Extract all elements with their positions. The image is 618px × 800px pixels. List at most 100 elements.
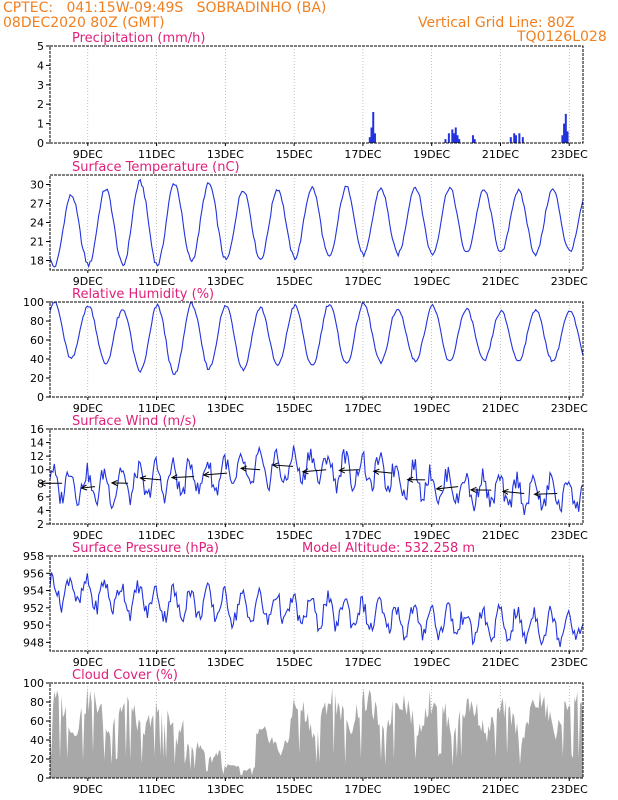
y-tick-label: 952 <box>23 602 44 615</box>
precip-bar <box>563 123 566 143</box>
x-tick-label: 17DEC <box>344 148 381 161</box>
wind-arrow-head <box>372 468 380 475</box>
precip-bar <box>566 131 569 143</box>
y-tick-label: 30 <box>30 179 44 192</box>
x-tick-label: 15DEC <box>276 783 313 796</box>
x-tick-label: 13DEC <box>207 656 244 669</box>
precip-bar <box>370 127 373 143</box>
wind-arrow <box>502 490 525 494</box>
y-tick-label: 60 <box>30 715 44 728</box>
y-tick-label: 0 <box>37 137 44 150</box>
wind-arrow-head <box>406 476 414 483</box>
y-tick-label: 18 <box>30 255 44 268</box>
panel-rh: Relative Humidity (%) 0 20 40 60 80 100 9DEC 11D… <box>23 287 588 415</box>
header-model-id: TQ0126L028 <box>517 29 607 45</box>
y-tick-label: 60 <box>30 334 44 347</box>
model-altitude-label: Model Altitude: 532.258 m <box>302 541 475 556</box>
precip-bar <box>447 133 450 143</box>
wind-arrow <box>81 486 96 489</box>
panel-title: Surface Temperature (nC) <box>72 160 240 175</box>
x-tick-label: 9DEC <box>73 148 103 161</box>
wind-arrow-head <box>435 485 443 492</box>
precip-bar <box>451 129 454 143</box>
x-tick-label: 19DEC <box>413 529 450 542</box>
y-tick-label: 948 <box>23 636 44 649</box>
precip-bar <box>372 111 375 143</box>
y-tick-label: 8 <box>37 477 44 490</box>
precip-bar <box>509 137 512 143</box>
y-tick-label: 20 <box>30 753 44 766</box>
precip-bar <box>368 137 371 143</box>
y-tick-label: 0 <box>37 391 44 404</box>
panel-title: Precipitation (mm/h) <box>72 31 205 46</box>
header-grid-line: Vertical Grid Line: 80Z <box>418 15 575 31</box>
precip-bar <box>444 139 447 143</box>
x-tick-label: 17DEC <box>344 402 381 415</box>
precip-bar <box>514 135 517 143</box>
panel-frame <box>49 45 584 144</box>
header-date: 08DEC2020 80Z (GMT) <box>3 15 165 31</box>
panel-pres: Surface Pressure (hPa) Model Altitude: 53… <box>23 541 588 669</box>
wind-arrow <box>241 467 261 471</box>
precip-bar <box>564 113 567 143</box>
wind-arrow-head <box>469 486 477 493</box>
x-tick-label: 9DEC <box>73 402 103 415</box>
x-tick-label: 9DEC <box>73 656 103 669</box>
x-tick-label: 23DEC <box>551 402 588 415</box>
y-tick-label: 40 <box>30 353 44 366</box>
panel-temp: Surface Temperature (nC) 18 21 24 27 30 9DEC 11… <box>30 160 588 288</box>
y-tick-label: 3 <box>37 79 44 92</box>
y-tick-label: 4 <box>37 59 44 72</box>
y-tick-label: 954 <box>23 585 44 598</box>
wind-arrow-head <box>239 465 247 472</box>
x-tick-label: 21DEC <box>482 783 519 796</box>
x-tick-label: 11DEC <box>138 275 175 288</box>
x-tick-label: 13DEC <box>207 148 244 161</box>
y-tick-label: 80 <box>30 315 44 328</box>
cloud-cover-area <box>50 687 583 778</box>
x-tick-label: 17DEC <box>344 529 381 542</box>
x-tick-label: 13DEC <box>207 402 244 415</box>
x-tick-label: 23DEC <box>551 148 588 161</box>
x-tick-label: 15DEC <box>276 148 313 161</box>
panel-title: Cloud Cover (%) <box>72 668 178 683</box>
x-tick-label: 23DEC <box>551 656 588 669</box>
wind-arrow <box>272 464 294 467</box>
x-tick-label: 19DEC <box>413 275 450 288</box>
wind-arrow-head <box>170 474 178 481</box>
y-tick-label: 5 <box>37 40 44 53</box>
wind-arrow-head <box>110 479 118 487</box>
y-tick-label: 4 <box>37 504 44 517</box>
x-tick-label: 23DEC <box>551 275 588 288</box>
temp-series-line <box>50 178 583 269</box>
y-tick-label: 80 <box>30 696 44 709</box>
y-tick-label: 950 <box>23 619 44 632</box>
wind-series-line <box>50 445 583 515</box>
wind-arrow-head <box>202 471 210 478</box>
precip-bar <box>471 135 474 143</box>
x-tick-label: 17DEC <box>344 783 381 796</box>
y-tick-label: 100 <box>23 677 44 690</box>
y-tick-label: 16 <box>30 423 44 436</box>
x-tick-label: 17DEC <box>344 656 381 669</box>
precip-bar <box>473 139 476 143</box>
panel-frame <box>49 301 584 398</box>
x-tick-label: 11DEC <box>138 783 175 796</box>
panel-frame <box>49 174 584 271</box>
x-tick-label: 23DEC <box>551 529 588 542</box>
wind-arrow <box>140 477 162 481</box>
x-tick-label: 13DEC <box>207 275 244 288</box>
y-tick-label: 40 <box>30 734 44 747</box>
x-tick-label: 15DEC <box>276 275 313 288</box>
wind-arrow <box>373 470 393 474</box>
y-tick-label: 12 <box>30 450 44 463</box>
precip-bar <box>373 133 376 143</box>
panel-frame <box>49 428 584 525</box>
x-tick-label: 15DEC <box>276 529 313 542</box>
x-tick-label: 15DEC <box>276 656 313 669</box>
y-tick-label: 2 <box>37 98 44 111</box>
precip-bar <box>561 135 564 143</box>
x-tick-label: 9DEC <box>73 783 103 796</box>
precip-bar <box>521 137 524 143</box>
